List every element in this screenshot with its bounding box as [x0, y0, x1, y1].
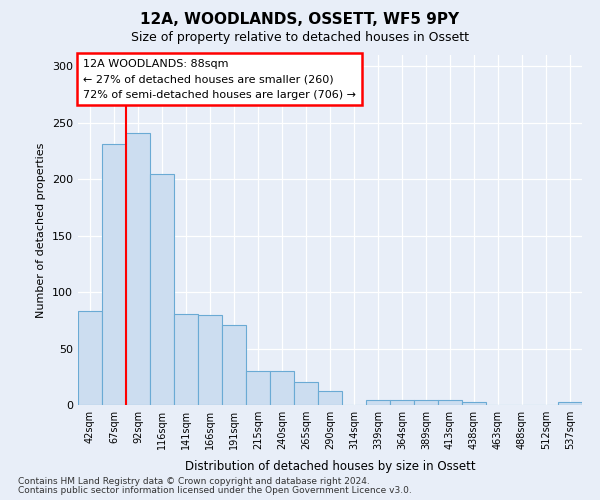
- Text: 12A, WOODLANDS, OSSETT, WF5 9PY: 12A, WOODLANDS, OSSETT, WF5 9PY: [140, 12, 460, 28]
- Text: Contains public sector information licensed under the Open Government Licence v3: Contains public sector information licen…: [18, 486, 412, 495]
- Y-axis label: Number of detached properties: Number of detached properties: [37, 142, 46, 318]
- Bar: [78, 312, 102, 405]
- Bar: [126, 133, 150, 405]
- Bar: [246, 371, 270, 405]
- Bar: [270, 371, 294, 405]
- Bar: [150, 174, 174, 405]
- Bar: [366, 400, 390, 405]
- Bar: [438, 400, 462, 405]
- Bar: [390, 400, 414, 405]
- Bar: [462, 402, 486, 405]
- Bar: [558, 402, 582, 405]
- Bar: [294, 382, 318, 405]
- Text: Contains HM Land Registry data © Crown copyright and database right 2024.: Contains HM Land Registry data © Crown c…: [18, 477, 370, 486]
- Text: Size of property relative to detached houses in Ossett: Size of property relative to detached ho…: [131, 31, 469, 44]
- Bar: [174, 314, 198, 405]
- X-axis label: Distribution of detached houses by size in Ossett: Distribution of detached houses by size …: [185, 460, 475, 473]
- Bar: [198, 314, 222, 405]
- Bar: [318, 392, 342, 405]
- Bar: [222, 325, 246, 405]
- Text: 12A WOODLANDS: 88sqm
← 27% of detached houses are smaller (260)
72% of semi-deta: 12A WOODLANDS: 88sqm ← 27% of detached h…: [83, 58, 356, 100]
- Bar: [102, 144, 126, 405]
- Bar: [414, 400, 438, 405]
